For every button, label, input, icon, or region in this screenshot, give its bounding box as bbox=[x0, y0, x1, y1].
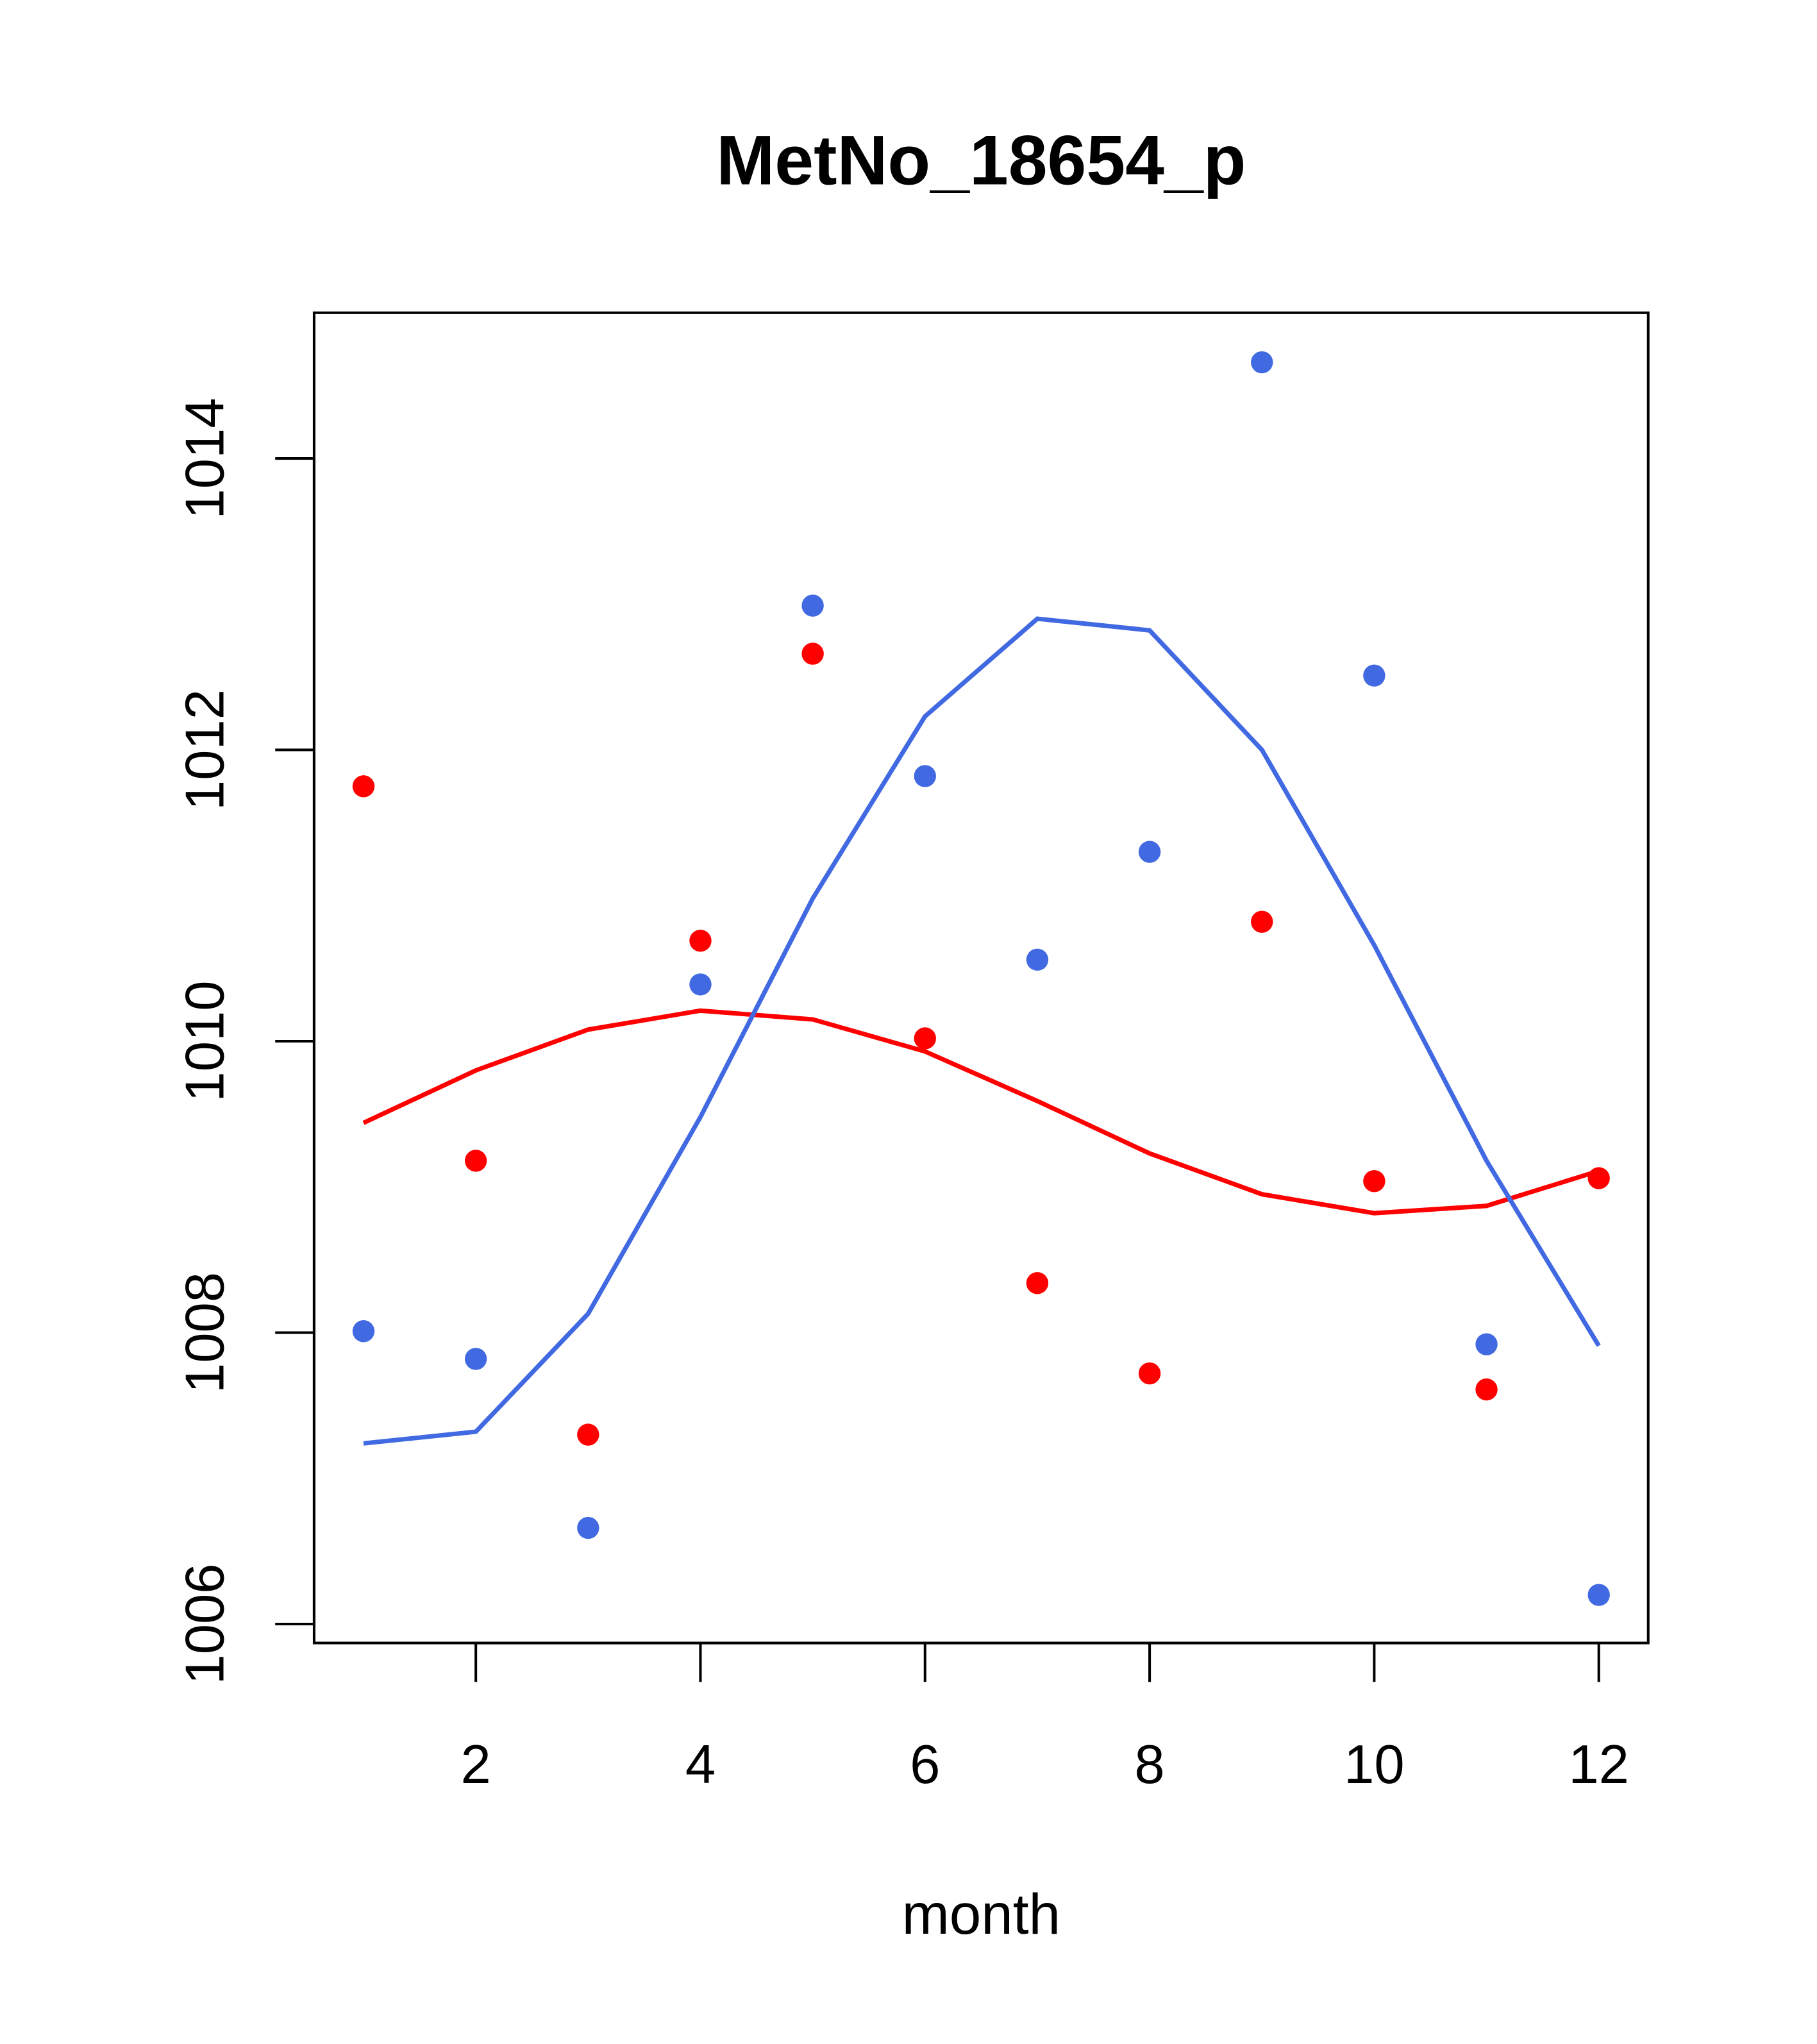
y-tick-label: 1014 bbox=[174, 398, 235, 519]
y-tick-label: 1008 bbox=[174, 1272, 235, 1393]
blue-points-point bbox=[1475, 1333, 1498, 1355]
red-points-point bbox=[689, 930, 712, 952]
blue-points-point bbox=[464, 1348, 487, 1370]
red-points-point bbox=[1363, 1169, 1386, 1193]
blue-points-point bbox=[352, 1320, 375, 1343]
red-points-point bbox=[1475, 1378, 1498, 1401]
x-tick-label: 8 bbox=[1134, 1734, 1164, 1795]
red-points-point bbox=[352, 775, 375, 798]
x-tick-label: 4 bbox=[685, 1734, 716, 1795]
red-points-point bbox=[914, 1027, 936, 1050]
chart-title: MetNo_18654_p bbox=[716, 121, 1246, 199]
blue-points-point bbox=[801, 594, 824, 617]
x-axis-label: month bbox=[902, 1882, 1061, 1946]
x-tick-label: 12 bbox=[1568, 1734, 1629, 1795]
x-tick-label: 6 bbox=[910, 1734, 940, 1795]
x-axis: 2 4 6 8 10 12 bbox=[461, 1641, 1629, 1795]
red-points-point bbox=[1138, 1362, 1161, 1385]
red-points-point bbox=[801, 642, 824, 665]
red-points-point bbox=[1587, 1167, 1610, 1189]
blue-points-point bbox=[689, 973, 712, 996]
blue-points-point bbox=[1587, 1584, 1610, 1606]
plot-marks bbox=[352, 351, 1610, 1606]
red-points-point bbox=[464, 1150, 487, 1172]
x-tick-label: 2 bbox=[461, 1734, 491, 1795]
blue-points-point bbox=[577, 1516, 599, 1539]
red-line-series bbox=[362, 1008, 1600, 1216]
y-tick-label: 1010 bbox=[174, 980, 235, 1102]
blue-points-point bbox=[1251, 351, 1273, 374]
blue-points-point bbox=[1026, 948, 1049, 971]
blue-line-series bbox=[363, 616, 1601, 1446]
plot-frame bbox=[312, 311, 1650, 1645]
y-axis: 1006 1008 1010 1012 1014 bbox=[174, 398, 315, 1685]
blue-points-point bbox=[1363, 664, 1386, 687]
blue-points-point bbox=[1138, 841, 1161, 863]
red-points-point bbox=[577, 1423, 599, 1446]
x-tick-label: 10 bbox=[1344, 1734, 1405, 1795]
blue-points-point bbox=[914, 765, 936, 787]
red-points-point bbox=[1251, 910, 1273, 933]
y-tick-label: 1012 bbox=[174, 689, 235, 810]
red-points-point bbox=[1026, 1272, 1049, 1294]
y-tick-label: 1006 bbox=[174, 1563, 235, 1684]
